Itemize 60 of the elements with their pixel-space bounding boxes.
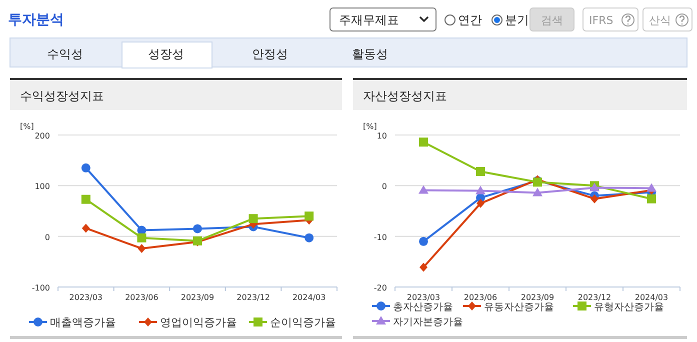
legend-label: 총자산증가율: [393, 302, 453, 313]
point: [532, 188, 542, 196]
y-tick-label: 100: [34, 182, 50, 192]
text: 검색: [541, 14, 563, 27]
point: [137, 233, 146, 242]
point: [419, 138, 428, 147]
y-axis-title: [%]: [20, 122, 34, 131]
legend-label: 유동자산증가율: [484, 302, 554, 313]
point: [476, 186, 486, 194]
x-tick-label: 2023/12: [578, 293, 612, 302]
point: [193, 224, 202, 234]
point: [138, 244, 146, 253]
text: 수익성: [47, 47, 83, 61]
y-tick-label: -20: [374, 284, 387, 292]
point: [646, 183, 656, 192]
chart-title: 수익성장성지표: [20, 89, 104, 103]
point: [81, 194, 90, 204]
text: 산식: [649, 14, 671, 27]
y-tick-label: 200: [34, 132, 50, 140]
y-tick-label: 10: [376, 132, 387, 140]
text: 성장성: [148, 47, 184, 61]
legend-label: 유형자산증가율: [594, 302, 664, 313]
text: 투자분석: [8, 12, 64, 28]
point: [419, 236, 428, 246]
y-tick-label: 0: [44, 232, 50, 242]
legend-label: 매출액증가율: [50, 316, 116, 329]
text: 주재무제표: [339, 13, 399, 27]
x-tick-label: 2023/06: [464, 293, 498, 302]
point: [82, 224, 90, 233]
y-tick-label: -10: [374, 232, 387, 242]
x-tick-label: 2023/09: [520, 293, 554, 302]
point: [476, 198, 484, 208]
text: IFRS: [589, 14, 614, 27]
point: [420, 262, 428, 272]
legend-label: 영업이익증가율: [160, 316, 237, 329]
point: [304, 212, 314, 221]
point: [476, 166, 485, 176]
text: 활동성: [352, 47, 388, 61]
point: [647, 194, 656, 204]
y-axis-title: [%]: [363, 122, 377, 131]
chart-title: 자산성장성지표: [363, 89, 447, 103]
point: [304, 233, 314, 242]
point: [248, 214, 258, 224]
legend-label: 순이익증가율: [270, 316, 336, 329]
text: 분기: [505, 13, 529, 27]
x-tick-label: 2023/09: [180, 293, 214, 302]
point: [81, 163, 90, 172]
x-tick-label: 2023/03: [406, 293, 440, 302]
point: [418, 185, 428, 194]
x-tick-label: 2023/06: [125, 293, 158, 302]
legend-label: 자기자본증가율: [393, 317, 463, 328]
y-tick-label: 0: [382, 182, 387, 192]
x-tick-label: 2024/03: [634, 293, 668, 302]
y-tick-label: -100: [32, 284, 50, 292]
x-tick-label: 2023/03: [69, 293, 103, 302]
point: [590, 194, 598, 204]
text: 안정성: [252, 47, 288, 61]
x-tick-label: 2023/12: [236, 293, 270, 302]
x-tick-label: 2024/03: [292, 293, 326, 302]
text: 연간: [458, 13, 482, 27]
